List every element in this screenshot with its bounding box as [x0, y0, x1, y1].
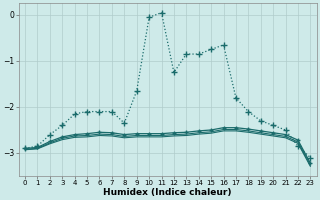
- X-axis label: Humidex (Indice chaleur): Humidex (Indice chaleur): [103, 188, 232, 197]
